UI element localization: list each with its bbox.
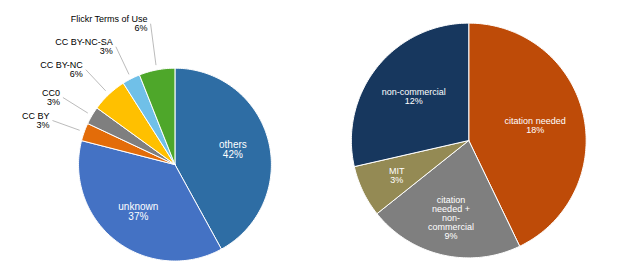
svg-text:non-commercial12%: non-commercial12% <box>382 87 446 106</box>
svg-text:CC BY-NC6%: CC BY-NC6% <box>40 60 83 79</box>
svg-text:unknown37%: unknown37% <box>118 201 158 222</box>
svg-text:citationneeded +non-commercial: citationneeded +non-commercial9% <box>428 195 474 241</box>
svg-text:Flickr Terms of Use6%: Flickr Terms of Use6% <box>71 14 148 33</box>
svg-text:MIT3%: MIT3% <box>389 166 405 185</box>
svg-text:citation needed18%: citation needed18% <box>505 116 566 135</box>
svg-text:others42%: others42% <box>219 139 247 160</box>
svg-text:CC BY-NC-SA3%: CC BY-NC-SA3% <box>55 37 113 56</box>
svg-text:CC BY3%: CC BY3% <box>22 111 50 130</box>
svg-text:CC03%: CC03% <box>42 88 60 107</box>
